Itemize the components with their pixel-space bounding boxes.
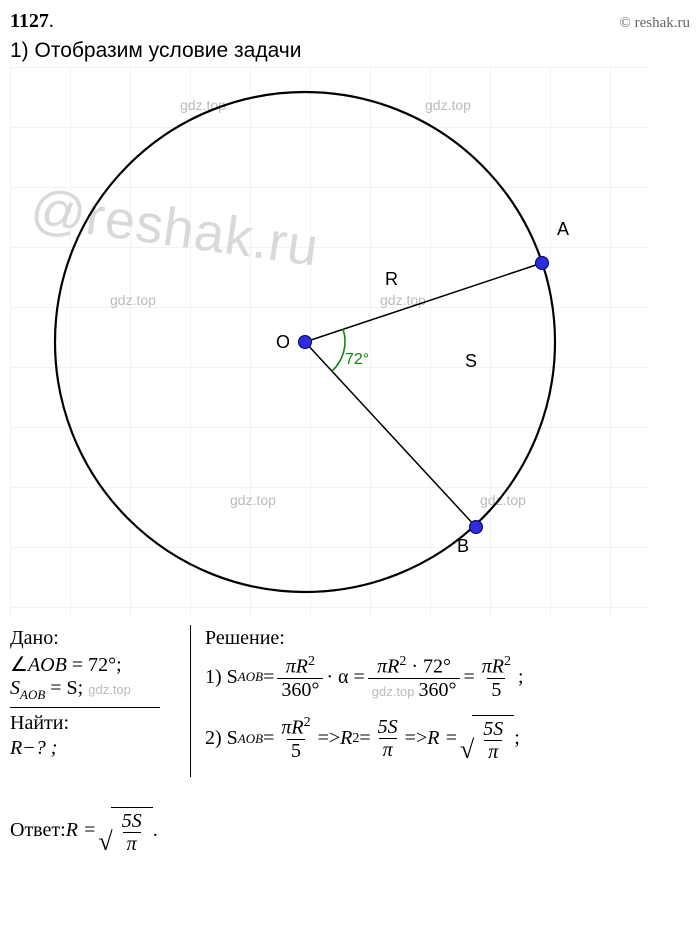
find-line: R−? ; (10, 737, 180, 760)
subtitle: 1) Отобразим условие задачи (10, 39, 690, 63)
solution-title: Решение: (205, 627, 690, 650)
radius-oa (305, 263, 542, 342)
label-b: B (457, 536, 469, 556)
answer-line: Ответ: R = √ 5S π . (10, 807, 690, 855)
point-b (470, 521, 483, 534)
angle-arc (332, 329, 345, 371)
find-title: Найти: (10, 712, 180, 735)
diagram: @reshak.ru gdz.top gdz.top gdz.top gdz.t… (10, 67, 650, 617)
solution-layout: Дано: ∠AOB = 72°; SAOB = S; gdz.top Найт… (10, 625, 690, 777)
given-title: Дано: (10, 627, 180, 650)
solution-column: Решение: 1) SAOB = πR2 360° · α = πR2 · … (191, 625, 690, 777)
solution-step-1: 1) SAOB = πR2 360° · α = πR2 · 72° gdz.t… (205, 654, 690, 701)
given-line-2: SAOB = S; gdz.top (10, 677, 180, 703)
label-o: O (276, 332, 290, 352)
label-angle: 72° (345, 351, 369, 368)
point-o (299, 336, 312, 349)
label-r: R (385, 269, 398, 289)
copyright-label: © reshak.ru (619, 15, 690, 32)
given-line-1: ∠AOB = 72°; (10, 652, 180, 677)
given-divider (10, 707, 160, 708)
problem-number: 1127 (10, 10, 49, 32)
given-column: Дано: ∠AOB = 72°; SAOB = S; gdz.top Найт… (10, 625, 191, 777)
geometry-svg: O A B R S 72° (10, 67, 650, 617)
point-a (536, 257, 549, 270)
label-s: S (465, 351, 477, 371)
radius-ob (305, 342, 476, 527)
watermark-inline: gdz.top (88, 682, 131, 697)
label-a: A (557, 219, 569, 239)
solution-step-2: 2) SAOB = πR2 5 => R2 = 5S π => R = √ 5S (205, 715, 690, 763)
